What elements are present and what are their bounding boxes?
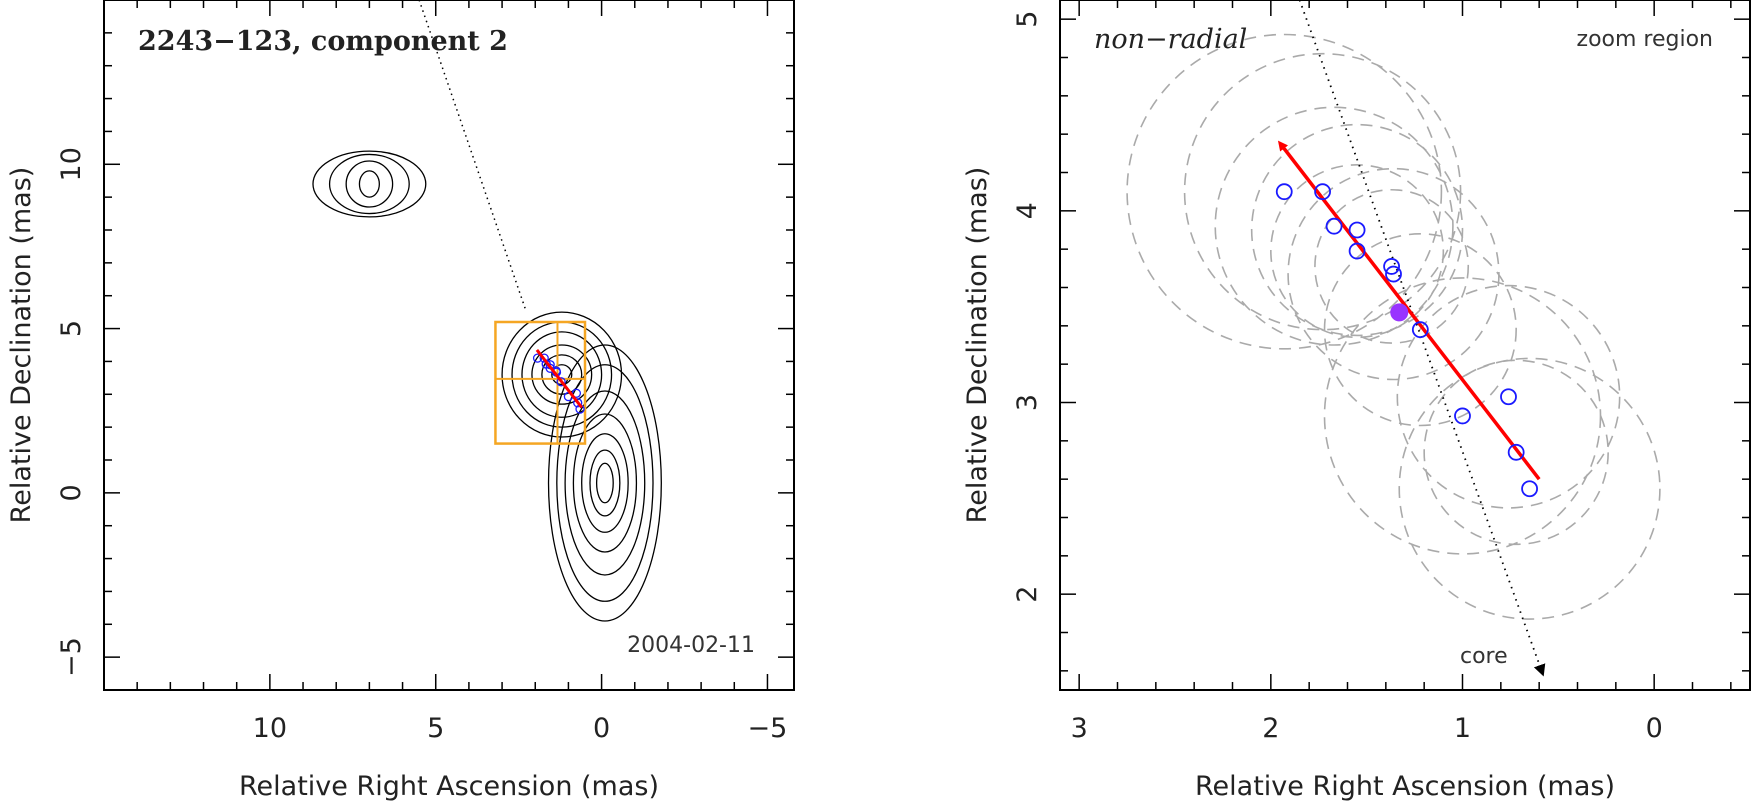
data-point	[1383, 258, 1400, 275]
data-point	[1500, 388, 1517, 406]
chart-title: 2243−123, component 2	[138, 26, 508, 57]
data-point	[1411, 321, 1429, 339]
y-tick-label: 2	[1012, 586, 1043, 603]
uncertainty-circle	[1323, 277, 1602, 555]
y-tick-label: 0	[56, 484, 87, 501]
axis-ticks	[103, 0, 794, 691]
y-tick-label: −5	[56, 637, 87, 677]
motion-vector	[1277, 140, 1541, 481]
uncertainty-circle	[1423, 359, 1609, 546]
y-tick-label: 5	[56, 320, 87, 337]
y-tick-label: 5	[1012, 11, 1043, 28]
uncertainty-circle	[1183, 52, 1462, 331]
uncertainty-circle	[1396, 284, 1621, 509]
date-label: 2004-02-11	[627, 633, 755, 658]
x-tick-label: 1	[1454, 713, 1471, 744]
data-point	[1348, 221, 1366, 239]
x-tick-label: 3	[1071, 713, 1088, 744]
data-point	[573, 398, 583, 408]
x-tick-label: 10	[253, 713, 287, 744]
data-point	[1325, 217, 1343, 235]
contour	[521, 331, 603, 418]
data-point	[556, 377, 566, 387]
contour	[589, 449, 621, 517]
x-tick-labels: 3 2 1 0	[1071, 713, 1663, 744]
y-tick-labels: −5 0 5 10	[56, 147, 87, 677]
mean-position	[1390, 303, 1409, 322]
uncertainty-circles	[1126, 33, 1661, 620]
plot-frame	[103, 0, 795, 691]
contour	[511, 321, 613, 428]
y-tick-label: 4	[1012, 202, 1043, 219]
uncertainty-circle	[1314, 188, 1470, 344]
contour-map	[312, 150, 662, 622]
data-point	[1275, 183, 1293, 201]
uncertainty-circle	[1250, 123, 1464, 337]
core-label: core	[1460, 644, 1508, 669]
contour	[501, 311, 623, 438]
zoom-region-label: zoom region	[1577, 27, 1713, 52]
contour	[556, 364, 654, 602]
contour	[572, 413, 638, 553]
contour	[547, 344, 662, 622]
x-axis-title: Relative Right Ascension (mas)	[239, 771, 659, 802]
contour	[358, 170, 380, 198]
left-panel: 10 5 0 −5 −5 0 5 10 2243−123, component 2 2004…	[6, 0, 795, 802]
x-tick-label: 5	[427, 713, 444, 744]
contour	[541, 354, 583, 395]
contour	[595, 462, 614, 504]
contour	[581, 433, 629, 533]
y-axis-title: Relative Declination (mas)	[962, 167, 993, 524]
data-point	[1507, 443, 1525, 461]
contour	[531, 344, 593, 405]
contour	[551, 364, 573, 386]
data-point	[1348, 242, 1366, 260]
contour	[345, 160, 394, 208]
axis-ticks	[1060, 0, 1750, 690]
mean-point	[1390, 303, 1409, 322]
x-tick-label: 0	[1646, 713, 1663, 744]
x-tick-label: −5	[748, 713, 788, 744]
contour	[564, 390, 646, 576]
x-tick-label: 0	[593, 713, 610, 744]
data-point	[539, 353, 549, 363]
uncertainty-circle	[1323, 233, 1517, 427]
zoom-box	[494, 320, 587, 445]
x-tick-labels: 10 5 0 −5	[253, 713, 788, 744]
y-tick-label: 3	[1012, 394, 1043, 411]
data-point	[1521, 480, 1538, 498]
y-tick-label: 10	[56, 147, 87, 181]
y-axis-title: Relative Declination (mas)	[6, 167, 37, 524]
plot-frame	[1059, 0, 1751, 691]
vector-arrow	[1277, 140, 1541, 481]
x-axis-title: Relative Right Ascension (mas)	[1195, 771, 1615, 802]
component-positions	[1275, 183, 1538, 498]
uncertainty-circle	[1214, 106, 1454, 346]
uncertainty-circle	[1398, 357, 1661, 620]
motion-vector	[535, 349, 583, 409]
y-tick-labels: 2 3 4 5	[1012, 11, 1043, 603]
contour	[312, 150, 427, 218]
data-point	[1314, 183, 1331, 201]
zoom-region-box	[494, 320, 587, 445]
x-tick-label: 2	[1262, 713, 1279, 744]
uncertainty-circle	[1270, 164, 1445, 339]
vector-line	[535, 349, 583, 409]
data-point	[1385, 265, 1402, 283]
uncertainty-circle	[1126, 33, 1443, 350]
right-panel: 3 2 1 0 2 3 4 5 non−radial zoom region core Re…	[962, 0, 1751, 802]
chart-title: non−radial	[1094, 24, 1247, 55]
data-point	[1454, 407, 1471, 425]
contour	[328, 153, 410, 215]
